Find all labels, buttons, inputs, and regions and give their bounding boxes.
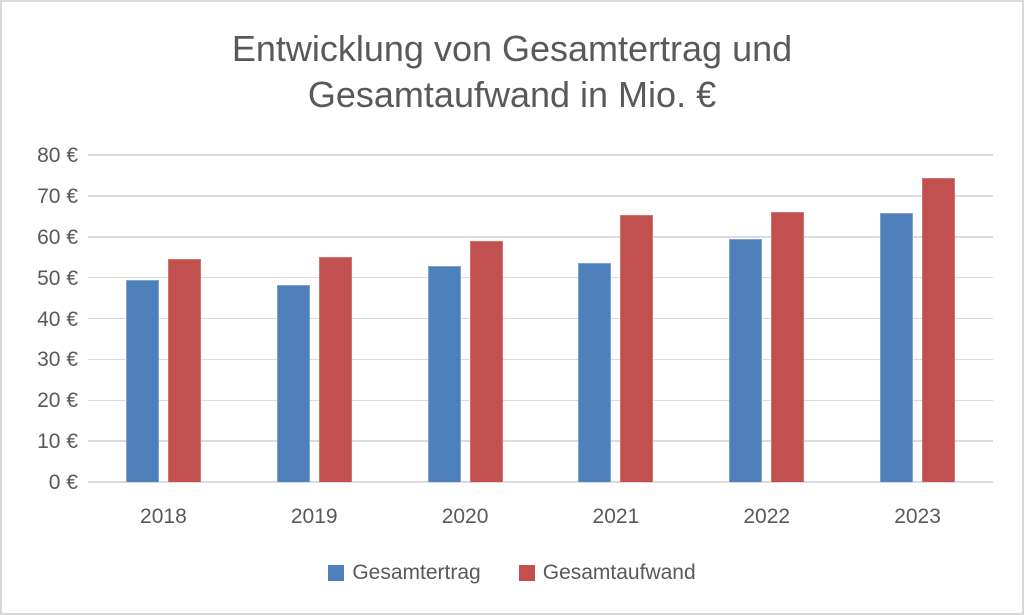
bar-gesamtertrag-2023 <box>880 212 914 482</box>
y-axis-tick-label: 20 € <box>37 389 78 413</box>
y-axis-tick-label: 80 € <box>37 144 78 167</box>
y-axis-tick-label: 10 € <box>37 430 78 454</box>
bar-group-2019 <box>239 155 390 482</box>
bar-gesamtertrag-2018 <box>125 279 159 482</box>
chart-title-line1: Entwicklung von Gesamtertrag und <box>231 28 793 69</box>
bar-gesamtaufwand-2022 <box>771 211 805 482</box>
legend-label-gesamtaufwand: Gesamtaufwand <box>542 561 696 584</box>
x-axis-label-2019: 2019 <box>290 505 338 528</box>
gridline <box>88 195 993 197</box>
legend-swatch-gesamtertrag <box>328 565 345 581</box>
gridline <box>88 276 993 279</box>
gridline <box>88 236 993 238</box>
legend-item-gesamtaufwand: Gesamtaufwand <box>518 561 696 585</box>
bar-gesamtaufwand-2018 <box>167 259 201 482</box>
gridline <box>88 317 993 320</box>
y-axis-tick-label: 70 € <box>37 184 78 208</box>
plot-area <box>88 154 993 483</box>
bar-group-2021 <box>540 155 691 482</box>
bar-gesamtaufwand-2020 <box>469 240 503 482</box>
bar-gesamtaufwand-2019 <box>318 257 352 482</box>
legend: Gesamtertrag Gesamtaufwand <box>2 561 1022 585</box>
y-axis-tick-label: 0 € <box>48 471 78 494</box>
chart-title: Entwicklung von Gesamtertrag und Gesamta… <box>2 26 1022 118</box>
gridline <box>88 399 993 401</box>
gridline <box>88 481 993 483</box>
bar-group-2018 <box>88 155 239 482</box>
x-axis-label-2022: 2022 <box>743 505 791 528</box>
bar-group-2020 <box>390 155 541 482</box>
y-axis-tick-label: 40 € <box>37 307 78 331</box>
x-axis-label-2023: 2023 <box>894 505 941 528</box>
bar-group-2023 <box>842 155 993 482</box>
x-axis-label-2020: 2020 <box>441 505 489 528</box>
gridline <box>88 358 993 361</box>
chart-title-line2: Gesamtaufwand in Mio. € <box>307 74 717 116</box>
bar-group-2022 <box>691 155 842 482</box>
x-axis-label-2021: 2021 <box>592 505 640 528</box>
y-axis-tick-label: 60 € <box>37 225 78 249</box>
bar-gesamtertrag-2022 <box>729 238 763 482</box>
legend-swatch-gesamtaufwand <box>518 565 535 581</box>
bar-gesamtaufwand-2023 <box>922 178 956 482</box>
bar-gesamtaufwand-2021 <box>620 215 654 482</box>
legend-label-gesamtertrag: Gesamtertrag <box>352 561 481 584</box>
bar-gesamtertrag-2021 <box>578 262 612 482</box>
gridline <box>88 154 993 156</box>
gridline <box>88 440 993 442</box>
bar-groups <box>88 155 993 482</box>
bar-gesamtertrag-2020 <box>427 266 461 482</box>
x-axis-label-2018: 2018 <box>140 505 187 528</box>
bar-gesamtertrag-2019 <box>276 284 310 482</box>
y-axis-tick-label: 30 € <box>37 348 78 372</box>
x-axis-labels: 2018 2019 2020 2021 2022 2023 <box>88 505 993 529</box>
y-axis-tick-label: 50 € <box>37 266 78 290</box>
legend-item-gesamtertrag: Gesamtertrag <box>328 561 481 585</box>
